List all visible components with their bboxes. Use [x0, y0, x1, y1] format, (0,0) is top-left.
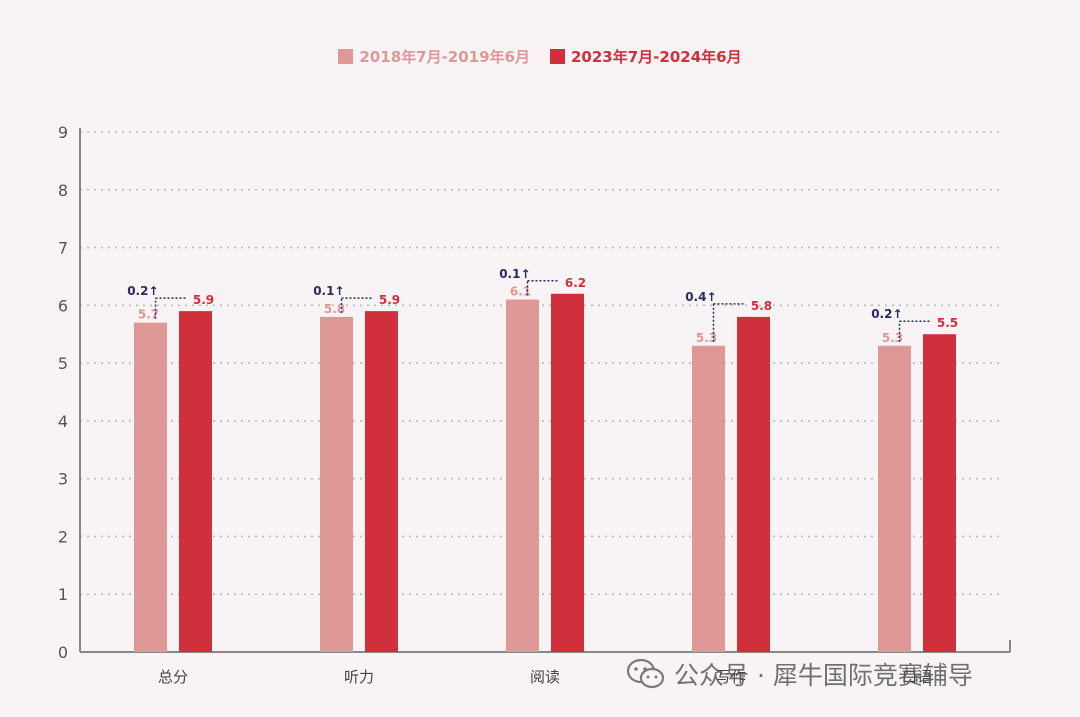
data-label-series1: 6.1 — [510, 285, 531, 299]
legend-item-series2: 2023年7月-2024年6月 — [550, 46, 742, 67]
bar-series2 — [179, 311, 212, 652]
data-label-series2: 5.9 — [193, 293, 214, 307]
data-label-series1: 5.3 — [696, 331, 717, 345]
bar-series1 — [320, 316, 353, 652]
bar-series1 — [506, 299, 539, 652]
data-label-series1: 5.7 — [138, 308, 159, 322]
watermark-text: 公众号 · 犀牛国际竞赛辅导 — [674, 661, 973, 690]
bar-series2 — [365, 311, 398, 652]
data-label-series1: 5.3 — [882, 331, 903, 345]
watermark: 公众号 · 犀牛国际竞赛辅导 — [626, 656, 973, 692]
data-label-series2: 5.8 — [751, 299, 772, 313]
data-label-series2: 6.2 — [565, 276, 586, 290]
data-label-series2: 5.9 — [379, 293, 400, 307]
y-tick-label: 5 — [58, 354, 68, 373]
y-tick-label: 9 — [58, 123, 68, 142]
bar-series2 — [737, 316, 770, 652]
diff-label: 0.1↑ — [313, 284, 344, 298]
y-tick-label: 3 — [58, 470, 68, 489]
y-tick-label: 7 — [58, 239, 68, 258]
bar-series2 — [923, 334, 956, 652]
legend-item-series1: 2018年7月-2019年6月 — [338, 46, 530, 67]
y-tick-label: 8 — [58, 181, 68, 200]
diff-label: 0.1↑ — [499, 267, 530, 281]
data-label-series1: 5.8 — [324, 302, 345, 316]
bar-series2 — [551, 293, 584, 652]
legend-swatch-series1 — [338, 49, 354, 64]
bar-series1 — [134, 322, 167, 652]
x-tick-label: 口语 — [902, 668, 932, 686]
legend-swatch-series2 — [550, 49, 565, 64]
bar-series1 — [692, 345, 725, 652]
y-tick-label: 1 — [58, 585, 68, 604]
diff-label: 0.4↑ — [685, 290, 716, 304]
bar-series1 — [878, 345, 911, 652]
diff-label: 0.2↑ — [871, 307, 902, 321]
data-label-series2: 5.5 — [937, 316, 958, 330]
diff-label: 0.2↑ — [127, 284, 158, 298]
y-tick-label: 0 — [58, 643, 68, 662]
wechat-icon — [626, 658, 665, 689]
y-tick-label: 2 — [58, 527, 68, 546]
x-tick-label: 写作 — [716, 668, 746, 686]
y-tick-label: 4 — [58, 412, 68, 431]
legend-label-series1: 2018年7月-2019年6月 — [359, 48, 530, 66]
x-tick-label: 听力 — [344, 668, 374, 686]
y-tick-label: 6 — [58, 296, 68, 315]
x-tick-label: 阅读 — [530, 668, 560, 686]
legend: 2018年7月-2019年6月 2023年7月-2024年6月 — [0, 46, 1080, 67]
x-tick-label: 总分 — [158, 668, 188, 686]
legend-label-series2: 2023年7月-2024年6月 — [571, 48, 742, 66]
